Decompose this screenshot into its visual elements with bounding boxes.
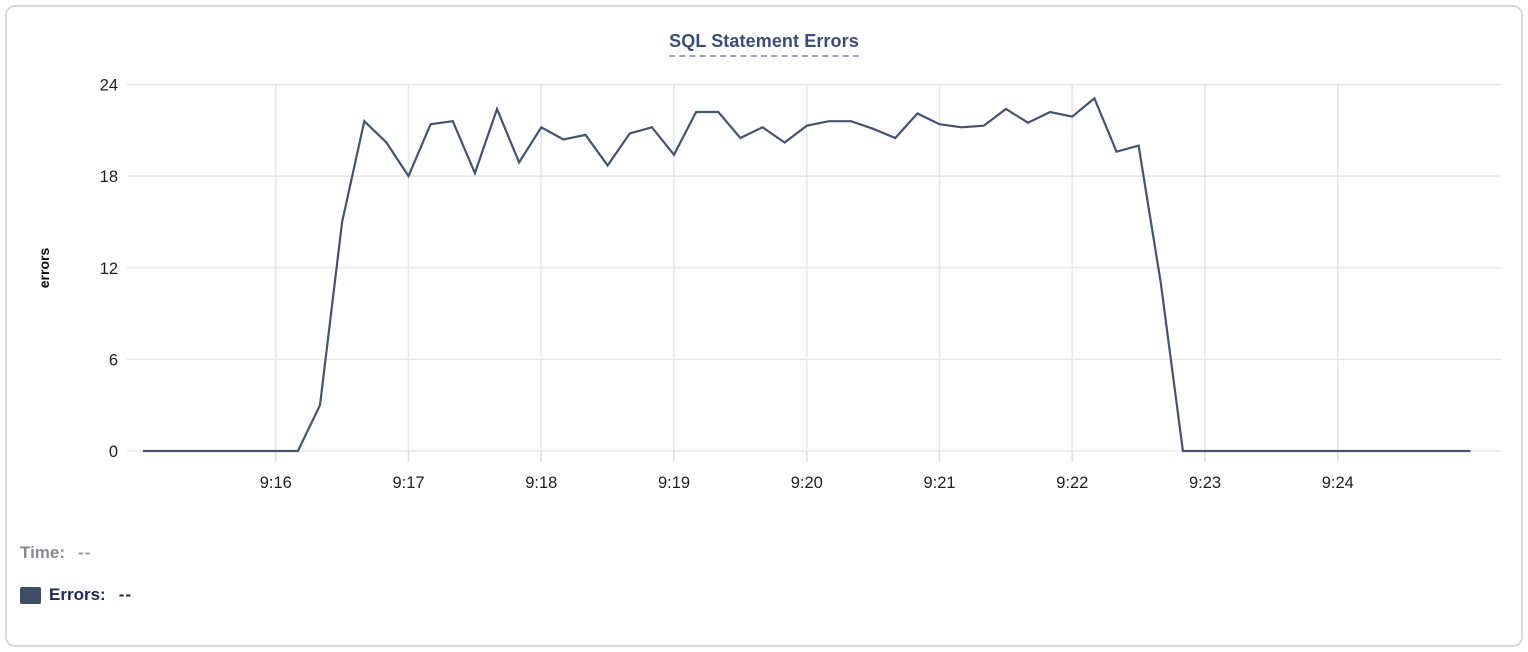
tooltip-time-row: Time: -- [20, 543, 91, 563]
tooltip-time-value: -- [78, 543, 92, 562]
tooltip-errors-value: -- [118, 585, 133, 604]
y-axis-tick-label: 12 [100, 260, 118, 278]
y-axis-tick-label: 6 [109, 351, 118, 369]
chart-title[interactable]: SQL Statement Errors [669, 31, 859, 57]
y-axis-tick-label: 18 [100, 168, 118, 186]
chart-panel-card [5, 5, 1523, 647]
chart-title-row: SQL Statement Errors [0, 31, 1528, 57]
tooltip-errors-label: Errors: [49, 585, 106, 604]
y-axis-tick-label: 0 [109, 443, 118, 461]
x-axis-tick-label: 9:22 [1056, 474, 1088, 492]
tooltip-time-label: Time: [20, 543, 66, 562]
y-axis-tick-label: 24 [100, 77, 118, 95]
x-axis-tick-label: 9:19 [658, 474, 690, 492]
x-axis-tick-label: 9:23 [1189, 474, 1221, 492]
x-axis-tick-label: 9:21 [923, 474, 955, 492]
y-axis-label: errors [36, 248, 52, 289]
x-axis-tick-label: 9:16 [260, 474, 292, 492]
x-axis-tick-label: 9:18 [525, 474, 557, 492]
x-axis-tick-label: 9:24 [1322, 474, 1354, 492]
x-axis-tick-label: 9:17 [392, 474, 424, 492]
x-axis-tick-label: 9:20 [791, 474, 823, 492]
errors-series-line [143, 96, 1471, 453]
tooltip-errors-row: Errors: -- [20, 585, 132, 605]
errors-series-swatch [20, 586, 41, 604]
